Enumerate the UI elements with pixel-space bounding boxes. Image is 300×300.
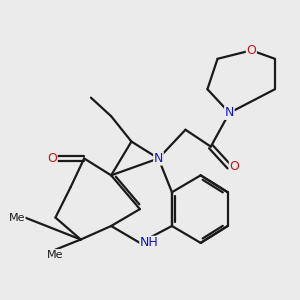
Text: N: N [225, 106, 234, 119]
Text: Me: Me [47, 250, 64, 260]
Text: O: O [230, 160, 239, 173]
Text: O: O [246, 44, 256, 57]
Text: NH: NH [140, 236, 159, 249]
Text: Me: Me [8, 213, 25, 223]
Text: O: O [47, 152, 57, 165]
Text: N: N [154, 152, 163, 165]
